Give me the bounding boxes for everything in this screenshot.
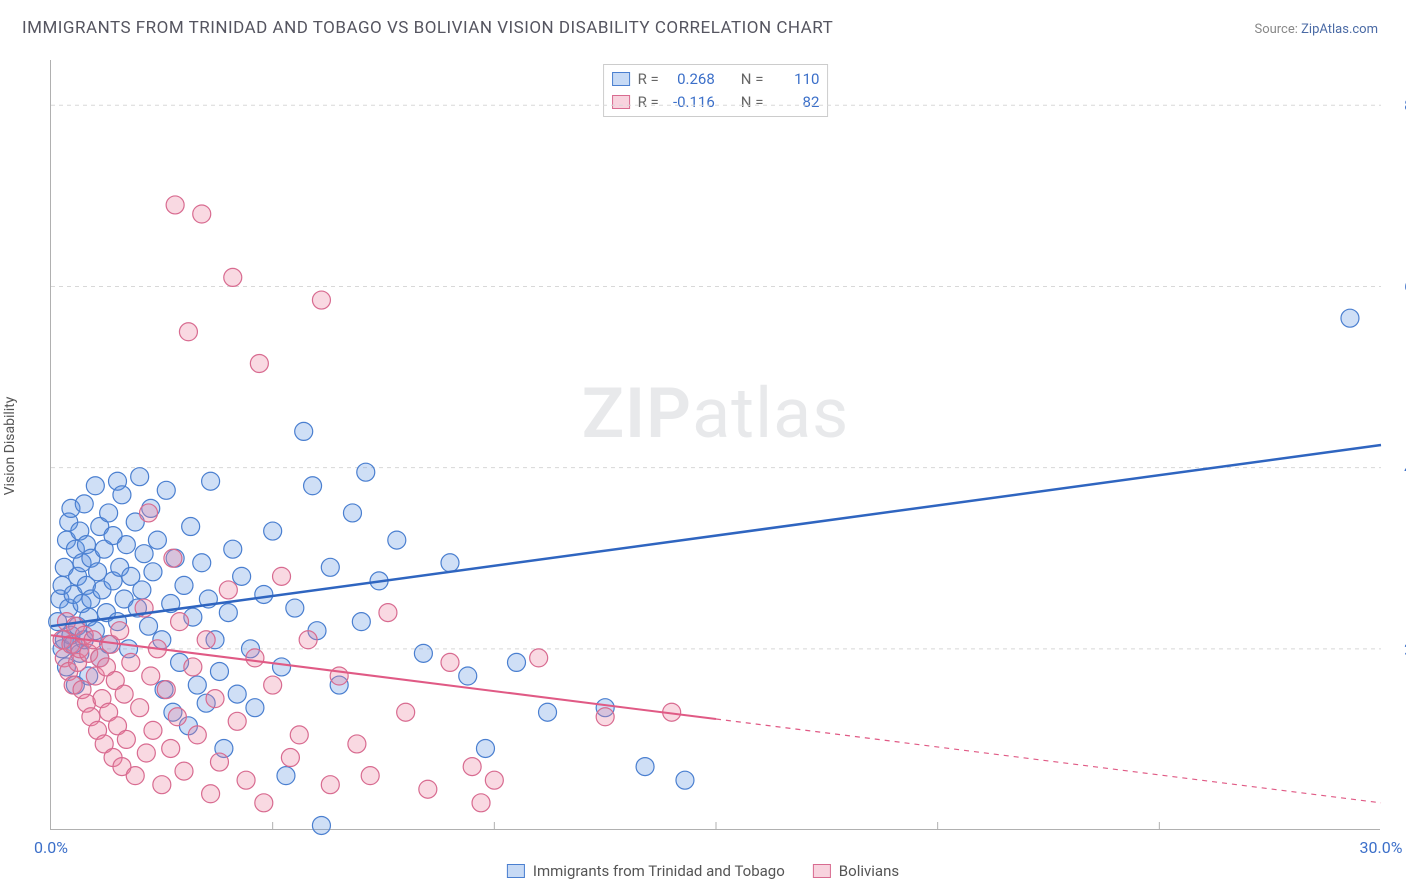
legend-label-trinidad: Immigrants from Trinidad and Tobago [533, 862, 785, 880]
plot-area: ZIPatlas R = 0.268 N = 110 R = -0.116 N … [50, 60, 1380, 830]
source-site: ZipAtlas.com [1301, 22, 1378, 37]
legend-item-bolivians: Bolivians [813, 862, 899, 880]
source-attribution: Source: ZipAtlas.com [1254, 22, 1378, 37]
swatch-blue-icon [507, 864, 525, 878]
legend-label-bolivians: Bolivians [839, 862, 899, 880]
series-legend: Immigrants from Trinidad and Tobago Boli… [507, 862, 899, 880]
chart-title: IMMIGRANTS FROM TRINIDAD AND TOBAGO VS B… [22, 18, 833, 38]
x-tick-label: 0.0% [34, 838, 68, 857]
legend-item-trinidad: Immigrants from Trinidad and Tobago [507, 862, 785, 880]
swatch-pink-icon [813, 864, 831, 878]
y-axis-label: Vision Disability [2, 397, 18, 496]
x-tick-label: 30.0% [1360, 838, 1403, 857]
source-prefix: Source: [1254, 22, 1301, 37]
scatter-chart [51, 60, 1380, 829]
